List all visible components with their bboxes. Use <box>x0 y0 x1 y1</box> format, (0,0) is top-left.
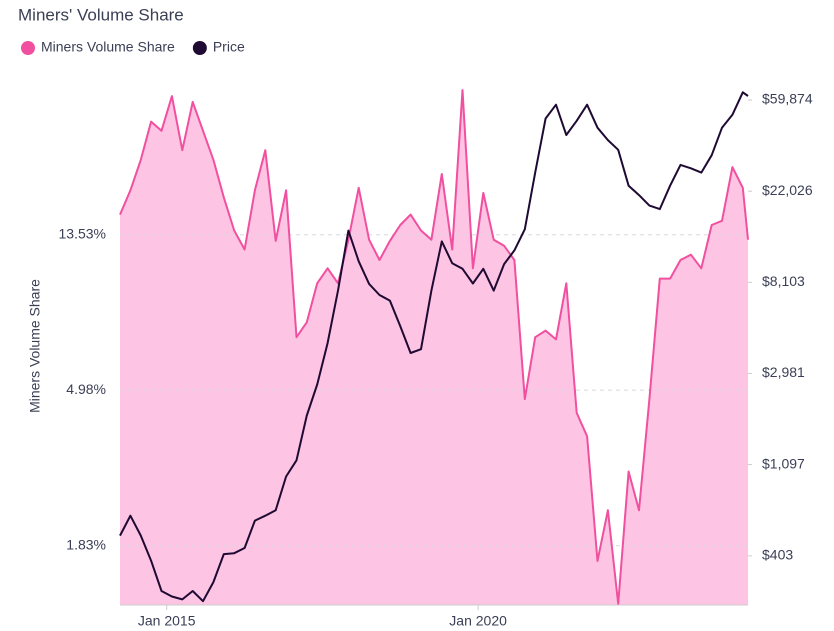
line <box>119 91 749 603</box>
y-tick-label: 13.53% <box>59 225 106 241</box>
chart-title: Miners' Volume Share <box>18 5 184 24</box>
y2-tick-label: $2,981 <box>762 364 805 380</box>
x-tick-label: Jan 2015 <box>138 613 196 629</box>
y2-tick-label: $1,097 <box>762 455 805 471</box>
legend-marker <box>192 41 207 55</box>
legend-marker <box>21 41 35 55</box>
y-axis-label: Miners Volume Share <box>27 279 43 413</box>
y2-tick-label: $403 <box>762 547 793 563</box>
legend-label: Price <box>213 39 245 55</box>
x-tick-label: Jan 2020 <box>449 613 507 629</box>
legend-label: Miners Volume Share <box>41 39 175 55</box>
area <box>120 90 748 606</box>
y-tick-label: 1.83% <box>66 536 106 552</box>
y-tick-label: 4.98% <box>66 381 106 397</box>
line <box>119 89 749 605</box>
y2-tick-label: $59,874 <box>762 91 813 107</box>
y2-tick-label: $8,103 <box>762 273 805 289</box>
y2-tick-label: $22,026 <box>762 182 813 198</box>
